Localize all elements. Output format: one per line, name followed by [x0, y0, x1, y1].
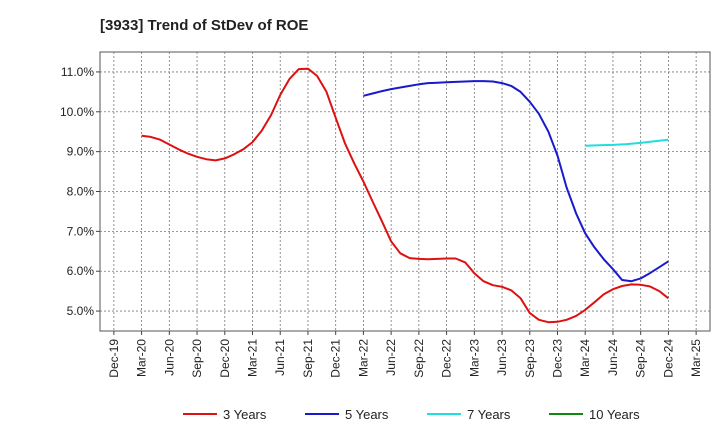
- x-tick-label: Sep-23: [523, 339, 537, 378]
- x-axis: Dec-19 Mar-20 Jun-20 Sep-20 Dec-20 Mar-21 Jun-…: [107, 331, 703, 378]
- series-layer: [141, 67, 670, 324]
- grid: [100, 52, 710, 331]
- x-tick-label: Sep-20: [190, 339, 204, 378]
- x-tick-label: Sep-24: [634, 339, 648, 378]
- x-tick-label: Dec-24: [661, 339, 675, 378]
- y-tick-label: 5.0%: [67, 304, 95, 318]
- x-tick-label: Mar-24: [578, 339, 592, 377]
- x-tick-label: Mar-21: [246, 339, 260, 377]
- x-tick-label: Dec-23: [551, 339, 565, 378]
- x-tick-label: Dec-19: [107, 339, 121, 378]
- legend: 3 Years 5 Years 7 Years 10 Years: [183, 407, 640, 422]
- x-tick-label: Sep-21: [301, 339, 315, 378]
- x-tick-label: Mar-20: [135, 339, 149, 377]
- x-tick-label: Jun-21: [273, 339, 287, 376]
- y-tick-label: 11.0%: [61, 65, 94, 79]
- x-tick-label: Dec-21: [329, 339, 343, 378]
- chart-title: [3933] Trend of StDev of ROE: [100, 17, 308, 34]
- x-tick-label: Jun-20: [162, 339, 176, 376]
- x-tick-label: Mar-23: [467, 339, 481, 377]
- series-line-3-years: [141, 67, 670, 324]
- x-tick-label: Dec-22: [440, 339, 454, 378]
- x-tick-label: Jun-24: [606, 339, 620, 376]
- y-tick-label: 10.0%: [60, 105, 94, 119]
- y-tick-label: 8.0%: [67, 185, 95, 199]
- series-line-5-years: [363, 80, 669, 283]
- x-tick-label: Mar-22: [356, 339, 370, 377]
- x-tick-label: Dec-20: [218, 339, 232, 378]
- x-tick-label: Jun-22: [384, 339, 398, 376]
- series-line-7-years: [585, 138, 669, 147]
- y-axis: 5.0% 6.0% 7.0% 8.0% 9.0% 10.0% 11.0%: [60, 65, 100, 318]
- legend-label: 3 Years: [223, 407, 267, 422]
- y-tick-label: 6.0%: [67, 264, 95, 278]
- legend-label: 10 Years: [589, 407, 640, 422]
- x-tick-label: Sep-22: [412, 339, 426, 378]
- x-tick-label: Jun-23: [495, 339, 509, 376]
- x-tick-label: Mar-25: [689, 339, 703, 377]
- y-tick-label: 7.0%: [67, 224, 95, 238]
- y-tick-label: 9.0%: [67, 145, 95, 159]
- legend-label: 7 Years: [467, 407, 511, 422]
- legend-label: 5 Years: [345, 407, 389, 422]
